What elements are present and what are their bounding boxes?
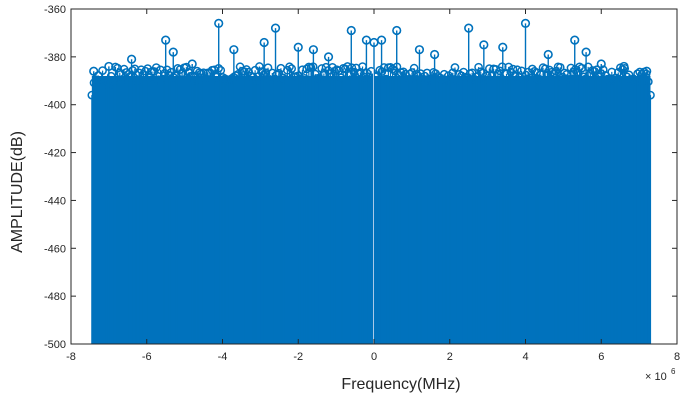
x-tick-label: -4 (218, 351, 228, 363)
x-tick-label: 6 (598, 351, 604, 363)
stem-peak-marker (89, 66, 99, 76)
stem-peak-marker (293, 42, 303, 52)
stem-peak-marker (127, 54, 137, 64)
stem-peak-marker (581, 47, 591, 57)
stem-peak-marker (642, 66, 652, 76)
x-axis-exponent: × 10 (645, 371, 667, 383)
stem-peak-marker (187, 59, 197, 69)
stem-peak-marker (323, 52, 334, 62)
stem-peak-marker (161, 35, 171, 45)
y-axis-title: AMPLITUDE(dB) (9, 131, 26, 253)
y-tick-label: -420 (44, 148, 66, 160)
x-tick-label: 2 (447, 351, 453, 363)
stem-peak-marker (498, 42, 508, 52)
y-tick-label: -480 (44, 291, 66, 303)
stem-peak-marker (520, 18, 531, 28)
stem-peak-marker (543, 49, 553, 60)
x-tick-label: -8 (66, 351, 76, 363)
stem-peak-marker (430, 49, 440, 60)
y-axis-ticks: -360 -380 -400 -420 -440 -460 -480 -500 (44, 4, 677, 351)
stem-peak-marker (346, 25, 356, 36)
stem-peak-marker (392, 25, 402, 36)
x-tick-label: 0 (371, 351, 377, 363)
y-tick-label: -380 (44, 52, 66, 64)
y-tick-label: -460 (44, 243, 66, 255)
stems-layer (87, 18, 655, 344)
stem-peak-marker (596, 59, 606, 69)
stem-peak-marker (104, 61, 114, 72)
stem-peak-marker (570, 35, 580, 45)
stem-peak-marker (259, 37, 269, 48)
y-tick-label: -500 (44, 339, 66, 351)
stem-peak-marker (168, 47, 178, 57)
stem-peak-marker (214, 18, 224, 28)
stem-peak-marker (464, 23, 474, 33)
y-tick-label: -360 (44, 4, 66, 16)
x-axis-title: Frequency(MHz) (341, 376, 460, 393)
stem-peak-marker (479, 40, 489, 50)
y-tick-label: -440 (44, 195, 66, 207)
x-tick-label: -2 (293, 351, 303, 363)
stem-peak-marker (619, 61, 629, 72)
x-tick-label: -6 (142, 351, 152, 363)
stem-peak-marker (270, 23, 281, 33)
stem-peak-marker (376, 35, 387, 45)
x-tick-label: 8 (674, 351, 680, 363)
stem-peak-marker (229, 45, 239, 55)
x-tick-label: 4 (522, 351, 528, 363)
y-tick-label: -400 (44, 100, 66, 112)
stem-peak-marker (308, 45, 319, 55)
x-axis-ticks: -8 -6 -4 -2 0 2 4 6 8 (66, 9, 680, 363)
x-axis-exponent-power: 6 (671, 367, 676, 376)
stem-peak-marker (414, 45, 425, 55)
